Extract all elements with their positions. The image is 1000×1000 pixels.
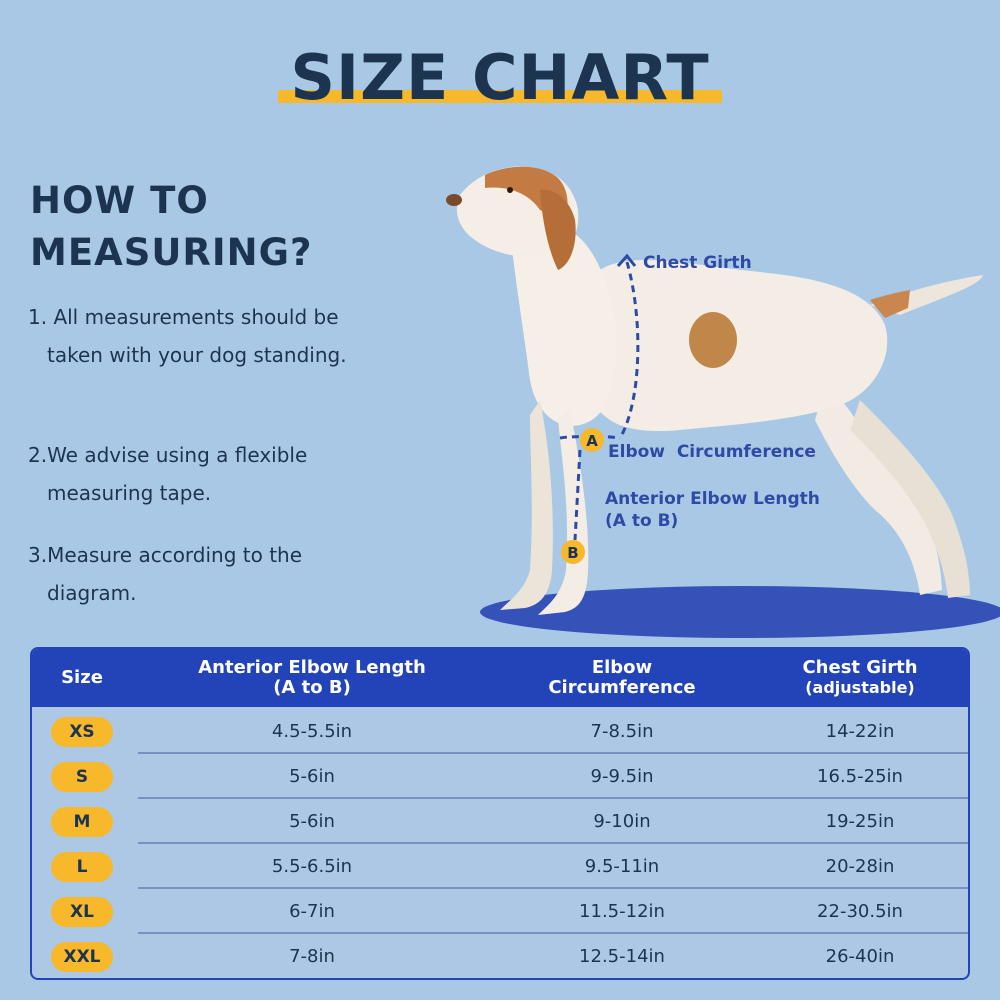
anterior-cell: 5-6in — [289, 766, 335, 787]
size-badge: XL — [51, 896, 113, 927]
row-divider — [138, 842, 968, 844]
title-block: SIZE CHART — [278, 40, 722, 120]
size-cell: S — [32, 754, 132, 799]
header-size-text: Size — [61, 667, 103, 688]
header-chest: Chest Girth (adjustable) — [752, 649, 968, 707]
instruction-step-3: 3.Measure according to the diagram. — [28, 536, 358, 612]
table-row: L 5.5-6.5in 9.5-11in 20-28in — [32, 844, 968, 889]
size-cell: L — [32, 844, 132, 889]
chest-cell: 19-25in — [825, 811, 895, 832]
chest-cell: 16.5-25in — [817, 766, 903, 787]
chest-girth-label: Chest Girth — [643, 253, 752, 273]
size-cell: XL — [32, 889, 132, 934]
header-anterior-text: Anterior Elbow Length — [198, 657, 426, 678]
anterior-length-line — [573, 449, 582, 541]
elbow-cell: 9.5-11in — [584, 856, 660, 877]
header-size: Size — [32, 649, 132, 707]
table-row: XL 6-7in 11.5-12in 22-30.5in — [32, 889, 968, 934]
table-header: Size Anterior Elbow Length (A to B) Elbo… — [32, 649, 968, 707]
size-badge: M — [51, 806, 113, 837]
anterior-cell: 4.5-5.5in — [271, 721, 353, 742]
anterior-cell: 5.5-6.5in — [271, 856, 353, 877]
elbow-cell: 9-9.5in — [590, 766, 654, 787]
point-b-label: B — [567, 544, 578, 562]
table-row: XS 4.5-5.5in 7-8.5in 14-22in — [32, 709, 968, 754]
step-3-text: 3.Measure according to the diagram. — [28, 543, 303, 605]
elbow-circumference-label: Elbow Circumference — [608, 442, 816, 462]
dog-illustration: A B — [446, 166, 1000, 638]
header-elbow: Elbow Circumference — [492, 649, 752, 707]
title-underline — [278, 90, 722, 103]
dog-measurement-diagram: A B Chest Girth Elbow Circumference Ante… — [430, 150, 1000, 650]
size-badge: XXL — [51, 941, 113, 972]
anterior-cell: 5-6in — [289, 811, 335, 832]
page-title: SIZE CHART — [290, 41, 710, 114]
header-elbow-sub: Circumference — [548, 677, 696, 698]
anterior-label-line-2: (A to B) — [605, 511, 679, 531]
anterior-elbow-length-label: Anterior Elbow Length (A to B) — [605, 488, 820, 532]
point-b-marker — [561, 540, 585, 564]
table-row: S 5-6in 9-9.5in 16.5-25in — [32, 754, 968, 799]
chest-cell: 20-28in — [825, 856, 895, 877]
elbow-cell: 9-10in — [593, 811, 651, 832]
table-row: XXL 7-8in 12.5-14in 26-40in — [32, 934, 968, 978]
anterior-cell: 6-7in — [289, 901, 335, 922]
chest-cell: 14-22in — [825, 721, 895, 742]
size-cell: XXL — [32, 934, 132, 978]
header-anterior-sub: (A to B) — [273, 677, 351, 698]
elbow-cell: 11.5-12in — [579, 901, 665, 922]
header-anterior: Anterior Elbow Length (A to B) — [132, 649, 492, 707]
how-to-line-2: MEASURING? — [30, 231, 313, 274]
anterior-cell: 7-8in — [289, 946, 335, 967]
size-table: Size Anterior Elbow Length (A to B) Elbo… — [30, 647, 970, 980]
row-divider — [138, 797, 968, 799]
size-cell: XS — [32, 709, 132, 754]
how-to-heading: HOW TO MEASURING? — [30, 175, 360, 279]
chest-girth-line — [618, 261, 640, 439]
point-a-marker — [580, 428, 604, 452]
header-elbow-text: Elbow — [591, 657, 653, 678]
header-chest-sub: (adjustable) — [805, 678, 915, 697]
header-chest-text: Chest Girth — [802, 657, 918, 678]
size-badge: S — [51, 761, 113, 792]
row-divider — [138, 752, 968, 754]
chest-cell: 26-40in — [825, 946, 895, 967]
row-divider — [138, 887, 968, 889]
how-to-line-1: HOW TO — [30, 179, 209, 222]
floor-shadow — [480, 586, 1000, 638]
size-cell: M — [32, 799, 132, 844]
instruction-step-2: 2.We advise using a flexible measuring t… — [28, 436, 358, 512]
size-badge: L — [51, 851, 113, 882]
row-divider — [138, 932, 968, 934]
chest-cell: 22-30.5in — [817, 901, 903, 922]
elbow-cell: 7-8.5in — [590, 721, 654, 742]
elbow-cell: 12.5-14in — [579, 946, 665, 967]
table-row: M 5-6in 9-10in 19-25in — [32, 799, 968, 844]
instruction-step-1: 1. All measurements should be taken with… — [28, 298, 358, 374]
step-1-text: 1. All measurements should be taken with… — [28, 305, 347, 367]
size-badge: XS — [51, 716, 113, 747]
point-a-label: A — [586, 432, 598, 450]
step-2-text: 2.We advise using a flexible measuring t… — [28, 443, 308, 505]
anterior-label-line-1: Anterior Elbow Length — [605, 489, 820, 509]
